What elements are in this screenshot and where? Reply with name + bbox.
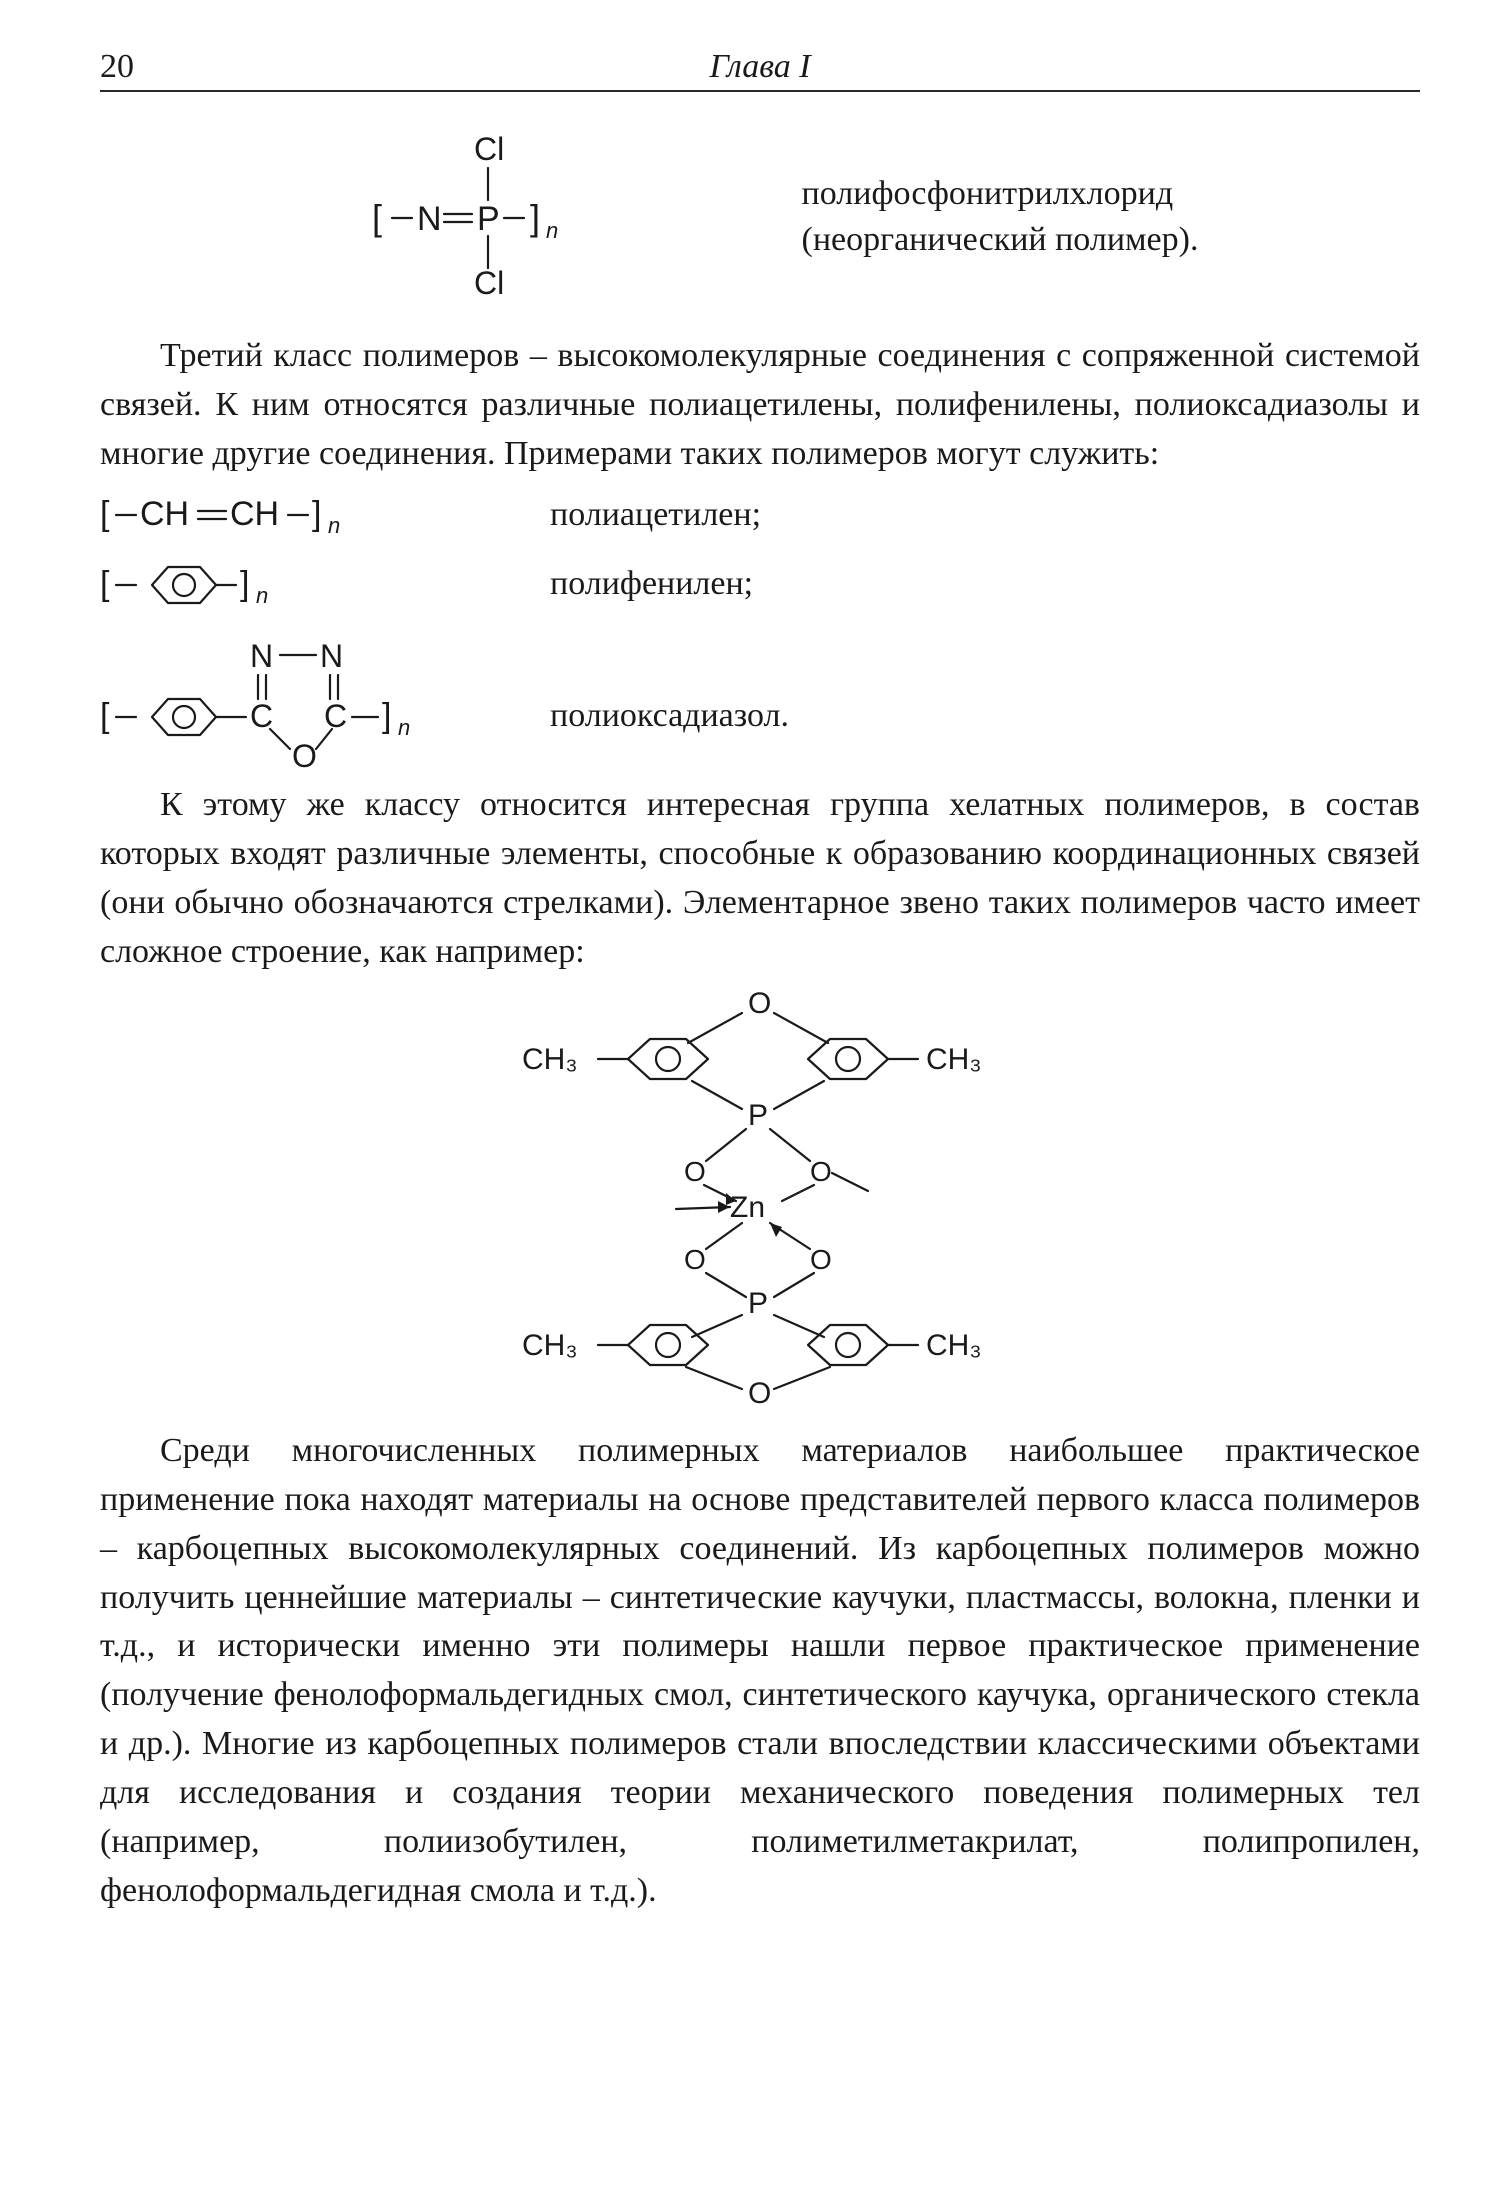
- formula-chelate-svg: O CH₃ CH₃ P O O: [470, 985, 1050, 1405]
- svg-text:]: ]: [382, 697, 391, 735]
- oxadiazole-sub: n: [398, 715, 410, 740]
- polyacetylene-sub: n: [328, 513, 340, 538]
- oxadiazole-n1: N: [250, 638, 273, 674]
- chelate-zn: Zn: [730, 1191, 765, 1224]
- chelate-ch3-tl: CH₃: [522, 1043, 578, 1076]
- chelate-o-ml: O: [684, 1156, 706, 1187]
- chelate-o-bot: O: [748, 1377, 771, 1405]
- polyoxadiazole-label: полиоксадиазол.: [550, 697, 789, 735]
- formula-polyphenylene-svg: [ ] n: [100, 549, 430, 619]
- polyphenylene-label: полифенилен;: [550, 565, 753, 603]
- chelate-ch3-br: CH₃: [926, 1329, 982, 1362]
- chelate-o-top: O: [748, 987, 771, 1020]
- svg-text:]: ]: [240, 565, 249, 603]
- svg-text:CH: CH: [230, 495, 279, 533]
- formula-polyoxadiazole-svg: [ C N N C O ] n: [100, 625, 520, 775]
- paragraph-1: Третий класс полимеров – высокомолекуляр…: [100, 332, 1420, 479]
- atom-cl-top: Cl: [474, 132, 504, 167]
- atom-p: P: [477, 200, 500, 238]
- chelate-p-top: P: [748, 1099, 768, 1132]
- formula1-name-line2: (неорганический полимер).: [802, 217, 1199, 263]
- oxadiazole-c2: C: [324, 698, 347, 734]
- formula-polyphosphonitrile-svg: [ N P ] n Cl Cl: [322, 132, 622, 302]
- bracket-open: [: [372, 197, 382, 238]
- svg-text:]: ]: [312, 495, 321, 533]
- polyphenylene-sub: n: [256, 583, 268, 608]
- paragraph-2: К этому же классу относится интересная г…: [100, 781, 1420, 977]
- formula-polyoxadiazole: [ C N N C O ] n: [100, 625, 1420, 775]
- svg-text:CH: CH: [140, 495, 189, 533]
- page: 20 Глава I [ N P ] n Cl Cl полифосфонитр…: [0, 0, 1500, 2205]
- chapter-title: Глава I: [100, 48, 1420, 86]
- bracket-close: ]: [530, 197, 540, 238]
- formula-polyphosphonitrile: [ N P ] n Cl Cl полифосфонитрилхлорид (н…: [100, 132, 1420, 302]
- chelate-o-br: O: [810, 1244, 832, 1275]
- page-header: 20 Глава I: [100, 40, 1420, 92]
- oxadiazole-o: O: [292, 738, 317, 774]
- formula-polyphenylene: [ ] n полифенилен;: [100, 549, 1420, 619]
- polyacetylene-label: полиацетилен;: [550, 496, 761, 534]
- formula1-name-line1: полифосфонитрилхлорид: [802, 171, 1199, 217]
- sub-n: n: [546, 218, 558, 243]
- chelate-ch3-bl: CH₃: [522, 1329, 578, 1362]
- formula-polyacetylene: [ CH CH ] n полиацетилен;: [100, 487, 1420, 543]
- svg-text:[: [: [100, 697, 110, 735]
- chelate-o-mr: O: [810, 1156, 832, 1187]
- svg-text:[: [: [100, 565, 110, 603]
- chelate-o-bl: O: [684, 1244, 706, 1275]
- atom-cl-bot: Cl: [474, 265, 504, 301]
- formula-polyacetylene-svg: [ CH CH ] n: [100, 487, 430, 543]
- chelate-ch3-tr: CH₃: [926, 1043, 982, 1076]
- svg-text:[: [: [100, 495, 110, 533]
- formula-chelate: O CH₃ CH₃ P O O: [100, 985, 1420, 1405]
- chelate-p-bot: P: [748, 1287, 768, 1320]
- oxadiazole-n2: N: [320, 638, 343, 674]
- atom-n: N: [417, 200, 442, 238]
- paragraph-3: Среди многочисленных полимерных материал…: [100, 1427, 1420, 1917]
- formula-polyphosphonitrile-label: полифосфонитрилхлорид (неорганический по…: [802, 171, 1199, 263]
